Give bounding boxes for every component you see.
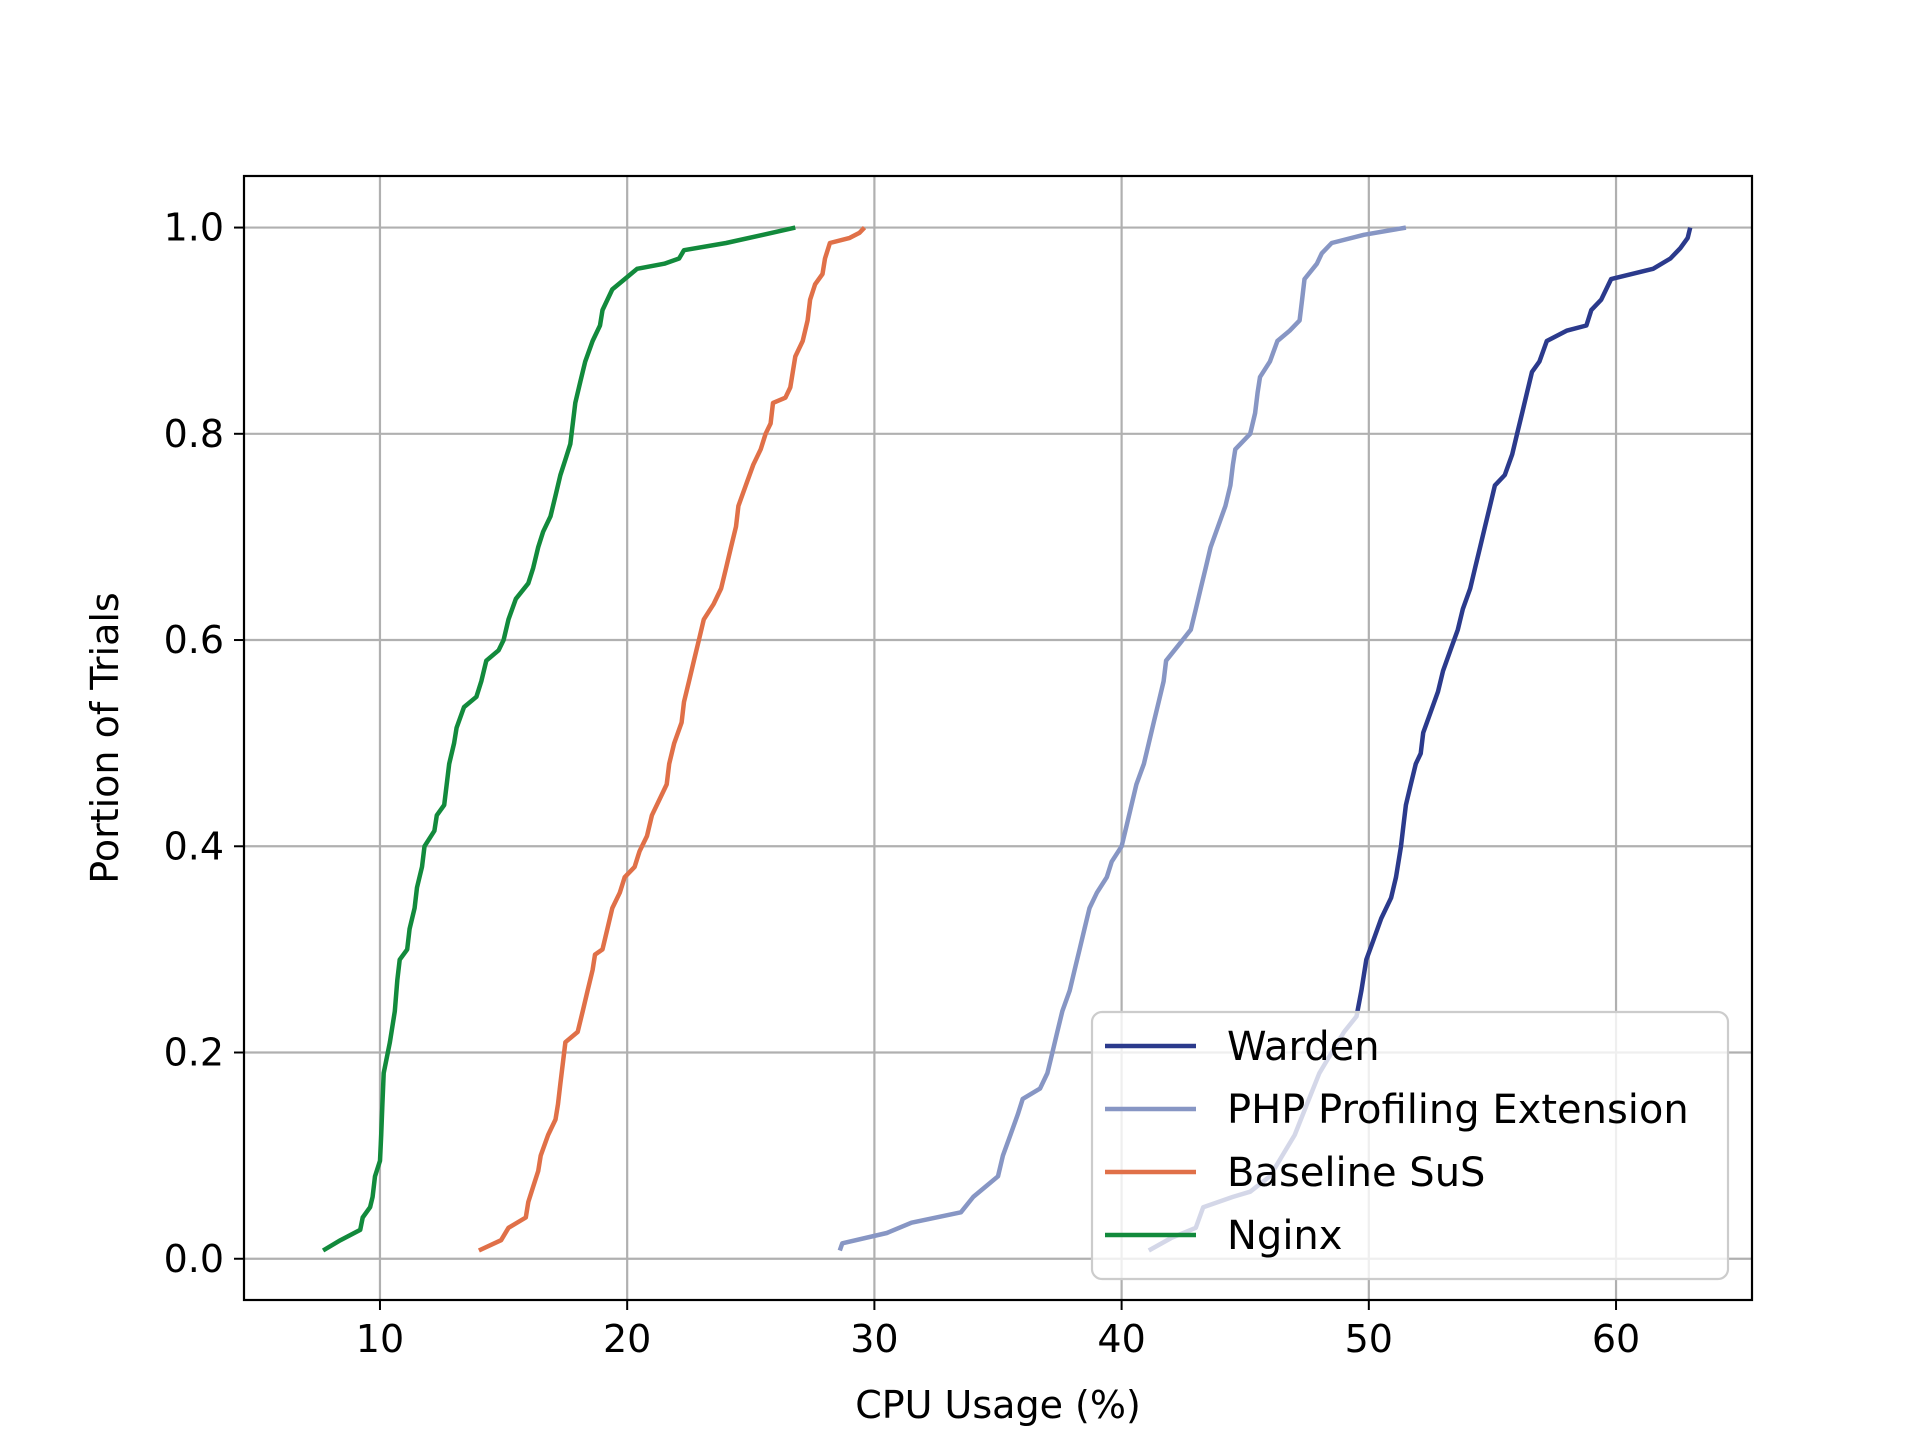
- y-tick-label: 0.4: [164, 824, 224, 868]
- y-axis-label: Portion of Trials: [83, 592, 127, 883]
- y-tick-label: 0.2: [164, 1031, 224, 1075]
- legend: Warden PHP Profiling Extension Baseline Su…: [1090, 1010, 1730, 1281]
- x-tick-label: 50: [1345, 1317, 1393, 1361]
- y-tick-label: 0.8: [164, 412, 224, 456]
- legend-box: [1090, 1010, 1730, 1281]
- y-tick-label: 0.6: [164, 618, 224, 662]
- legend-label-warden: Warden: [1227, 1024, 1380, 1070]
- x-tick-label: 20: [603, 1317, 651, 1361]
- series-line-nginx: [321, 225, 796, 1253]
- legend-items: Warden PHP Profiling Extension Baseline Su…: [1105, 1024, 1689, 1259]
- x-tick-label: 40: [1097, 1317, 1145, 1361]
- x-tick-label: 30: [850, 1317, 898, 1361]
- x-tick-label: 10: [356, 1317, 404, 1361]
- plot-frame: [242, 174, 1754, 1302]
- y-tick-label: 0.0: [164, 1237, 224, 1281]
- legend-label-nginx: Nginx: [1227, 1213, 1342, 1259]
- x-axis-label: CPU Usage (%): [855, 1383, 1141, 1427]
- series-line-php-profiling-extension: [837, 225, 1407, 1252]
- x-tick-label: 60: [1592, 1317, 1640, 1361]
- y-tick-label: 1.0: [164, 206, 224, 250]
- legend-label-php-profiling-extension: PHP Profiling Extension: [1227, 1087, 1689, 1133]
- legend-label-baseline-sus: Baseline SuS: [1227, 1150, 1485, 1196]
- series-line-baseline-sus: [477, 226, 867, 1253]
- ticks-layer: 10 20 30 40 50 60 0.0 0.2 0.4 0.6 0.8 1.0: [164, 206, 1641, 1361]
